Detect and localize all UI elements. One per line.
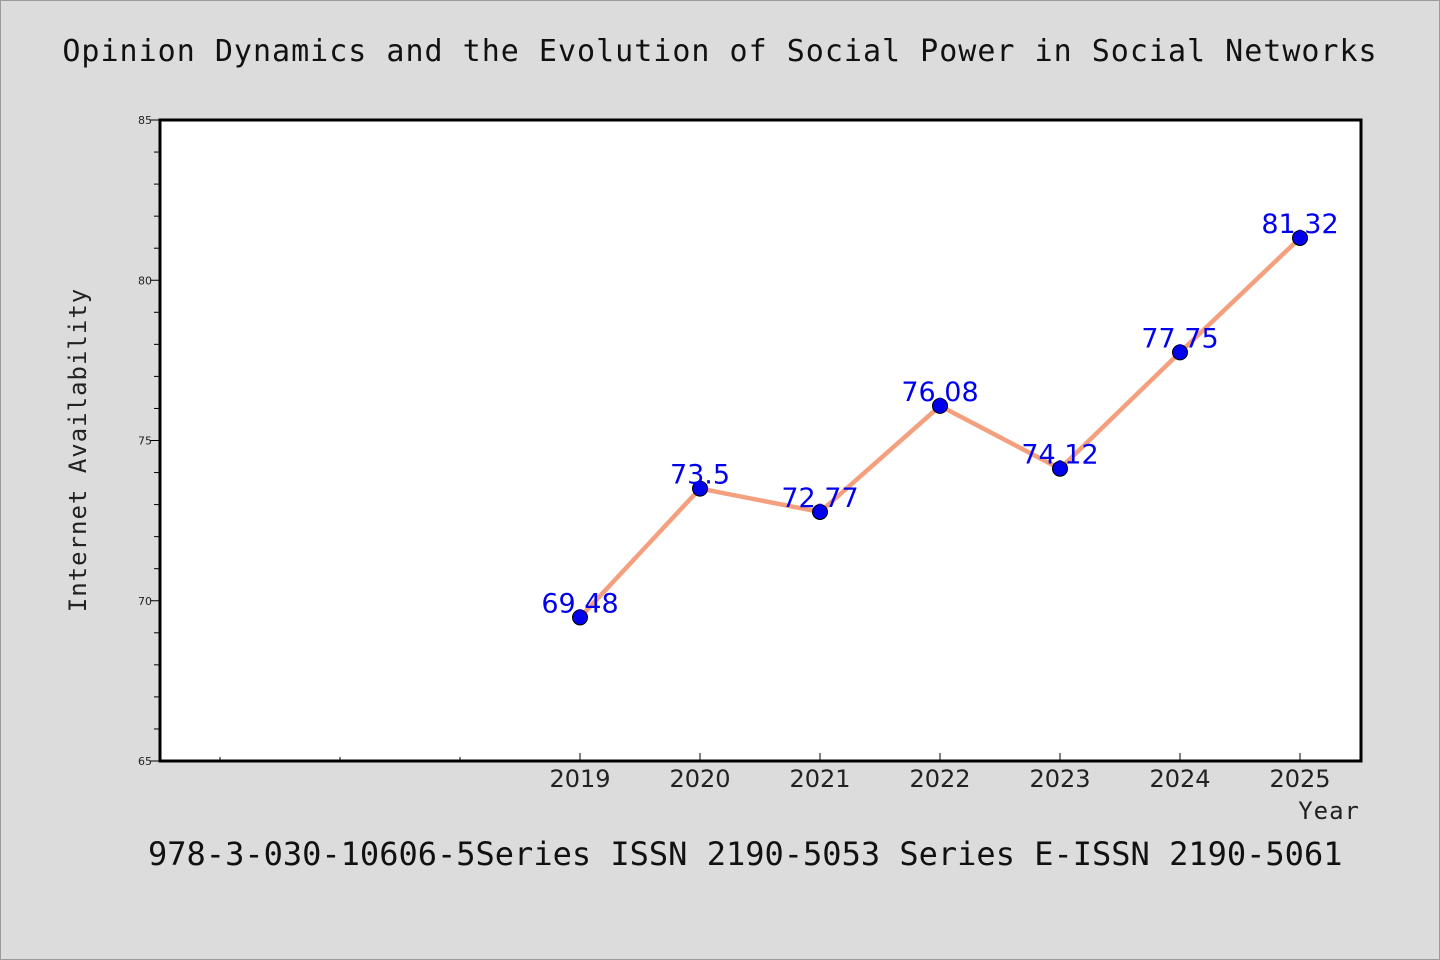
x-tick-label: 2022 [909, 765, 970, 793]
y-tick-label: 75 [138, 435, 152, 448]
y-axis-ticks: 65 70 75 80 85 [138, 114, 160, 768]
y-tick-label: 65 [138, 755, 152, 768]
data-label: 74.12 [1021, 440, 1098, 471]
data-point [812, 503, 828, 520]
x-tick-label: 2021 [789, 765, 850, 793]
x-tick-label: 2019 [549, 765, 610, 793]
x-tick-label: 2020 [669, 765, 730, 793]
data-point [572, 609, 588, 626]
x-tick-label: 2023 [1029, 765, 1090, 793]
series-group [572, 229, 1308, 626]
x-tick-label: 2025 [1269, 765, 1330, 793]
footer-isbn-text: 978-3-030-10606-5Series ISSN 2190-5053 S… [148, 835, 1343, 873]
data-point [1172, 344, 1188, 361]
chart-title: Opinion Dynamics and the Evolution of So… [62, 34, 1378, 69]
data-label: 76.08 [901, 377, 978, 408]
data-point [1052, 460, 1068, 477]
plot-area [158, 118, 1363, 763]
y-tick-label: 85 [138, 114, 152, 127]
x-tick-label: 2024 [1149, 765, 1210, 793]
data-labels-group: 69.48 73.5 72.77 76.08 74.12 77.75 81.32 [541, 209, 1338, 619]
data-label: 81.32 [1261, 209, 1338, 240]
data-label: 72.77 [781, 483, 858, 514]
y-tick-label: 80 [138, 274, 152, 287]
data-point [692, 480, 708, 497]
data-label: 73.5 [670, 460, 730, 491]
x-axis-ticks: 2019 2020 2021 2022 2023 2024 2025 [219, 753, 1331, 793]
data-label: 77.75 [1141, 323, 1218, 354]
data-label: 69.48 [541, 588, 618, 619]
data-point [932, 397, 948, 414]
data-point [1292, 229, 1308, 246]
y-axis-label: Internet Availability [64, 288, 92, 612]
y-tick-label: 70 [138, 595, 152, 608]
x-axis-label: Year [1298, 797, 1360, 825]
